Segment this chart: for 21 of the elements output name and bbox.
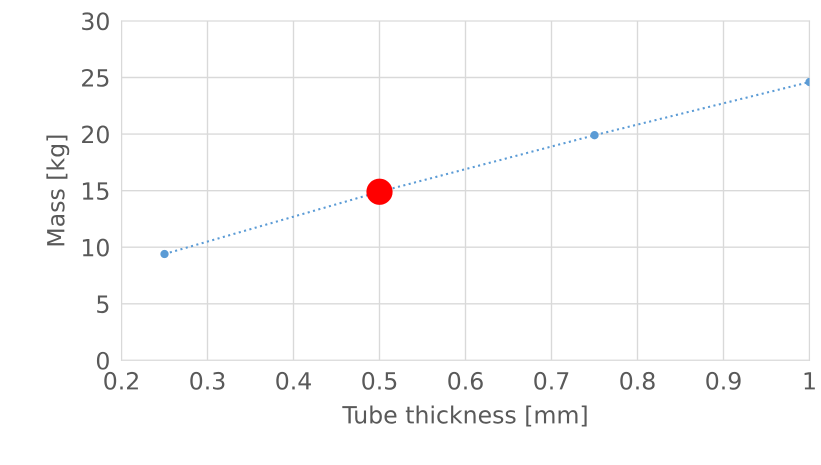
x-axis-title: Tube thickness [mm] (342, 405, 587, 427)
y-tick-label: 20 (82, 126, 109, 144)
y-tick-label: 25 (82, 68, 108, 87)
y-tick-label: 5 (97, 296, 108, 314)
x-tick-label: 0.4 (276, 372, 311, 390)
x-tick-label: 0.9 (706, 372, 741, 390)
y-tick-label: 15 (82, 182, 108, 200)
y-axis-title: Mass [kg] (46, 136, 70, 246)
x-tick-label: 0.3 (190, 372, 224, 390)
x-tick-label: 0.7 (534, 372, 568, 390)
y-tick-label: 30 (82, 12, 109, 30)
point (366, 178, 393, 205)
point (590, 131, 599, 140)
x-tick-label: 0.6 (448, 372, 483, 390)
point (160, 250, 169, 258)
y-tick-label: 10 (82, 238, 109, 257)
x-tick-label: 0.8 (620, 372, 655, 390)
x-tick-label: 0.5 (362, 372, 396, 390)
x-tick-label: 0.2 (104, 372, 138, 390)
x-tick-label: 1 (804, 372, 815, 390)
y-tick-label: 0 (96, 352, 109, 370)
